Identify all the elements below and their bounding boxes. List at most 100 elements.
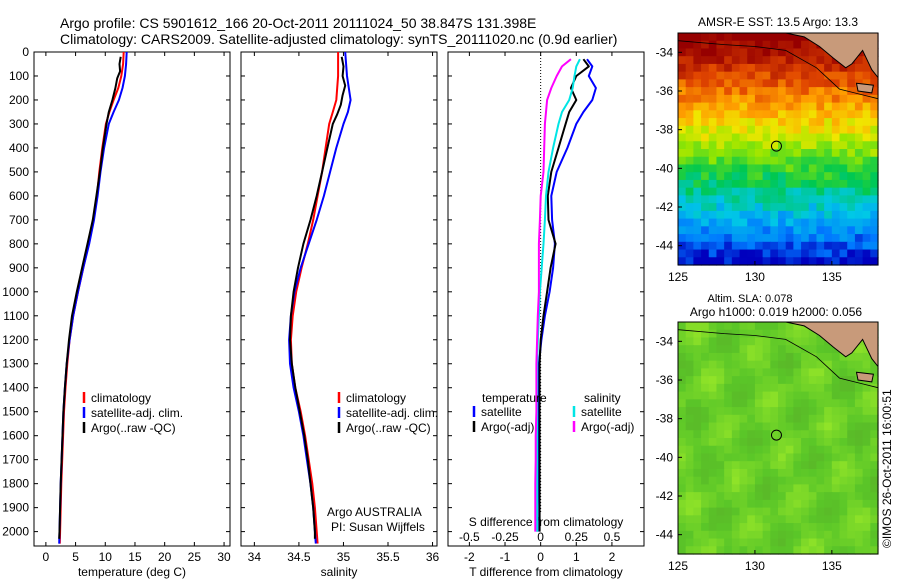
map-cell [693,407,702,416]
map-cell [801,149,810,158]
map-cell [693,445,702,455]
map-cell [870,94,879,104]
map-cell [801,172,810,181]
map-cell [839,461,848,470]
map-cell [724,538,733,547]
map-cell [762,391,771,400]
map-cell [701,329,710,339]
map-cell [862,110,871,119]
map-cell [854,492,864,501]
map-cell [685,484,694,493]
x-axis-label: salinity [321,565,358,579]
map-cell [778,33,787,42]
map-cell [831,461,841,470]
map-cell [724,414,733,424]
map-cell [854,71,864,80]
map-cell [747,210,756,220]
map-cell [778,234,787,243]
map-cell [701,102,710,111]
map-cell [801,164,810,173]
map-cell [678,399,687,408]
map-cell [778,329,787,339]
map-cell [754,156,764,166]
map-cell [693,71,702,80]
map-cell [785,530,794,540]
map-cell [793,241,802,251]
map-cell [762,257,771,266]
map-cell [708,399,718,408]
map-cell [731,33,741,42]
map-cell [693,172,702,181]
map-cell [854,484,864,493]
map-cell [870,507,879,516]
legend-label: climatology [346,391,406,405]
map-cell [701,546,710,555]
map-cell [839,179,848,189]
map-cell [824,414,833,424]
map-cell [739,87,748,96]
map-cell [716,430,725,439]
map-cell [801,492,810,501]
map-cell [824,63,833,73]
map-cell [862,203,871,212]
map-cell [731,164,741,173]
map-cell [747,203,756,212]
map-cell [847,226,856,235]
map-cell [685,499,694,509]
map-cell [816,56,825,65]
map-cell [724,492,733,501]
map-cell [685,110,694,119]
map-cell [716,141,725,150]
map-cell [801,48,810,57]
map-cell [839,530,848,540]
map-cell [785,391,794,400]
map-cell [770,438,779,447]
x-tick-label-secondary: -0.25 [491,530,519,544]
series-line-2 [58,56,122,539]
x-tick-label: 36 [426,550,440,564]
map-cell [785,164,794,173]
y-tick-label: -34 [656,334,674,348]
map-cell [808,179,818,189]
map-cell [716,523,725,532]
map-cell [831,249,841,258]
map-cell [793,40,802,50]
map-cell [693,33,702,42]
series-line-3 [534,58,572,532]
map-cell [824,118,833,127]
map-cell [708,33,718,42]
map-cell [831,141,841,150]
map-cell [778,391,787,400]
map-cell [724,360,733,369]
map-cell [747,87,756,96]
map-cell [754,56,764,65]
map-cell [739,203,748,212]
map-cell [708,515,718,524]
map-cell [731,546,741,555]
map-cell [739,453,748,462]
map-cell [824,453,833,462]
map-cell [754,337,764,346]
map-cell [701,125,710,135]
map-cell [693,337,702,346]
map-cell [747,337,756,346]
map-cell [854,538,864,547]
map-cell [754,203,764,212]
map-cell [693,226,702,235]
y-tick-label: 1800 [2,477,29,491]
map-cell [839,407,848,416]
map-cell [762,218,771,227]
map-cell [870,156,879,166]
map-cell [731,249,741,258]
map-cell [739,149,748,158]
map-cell [793,257,802,266]
map-cell [678,322,687,331]
map-cell [831,110,841,119]
map-cell [716,249,725,258]
map-cell [678,376,687,385]
map-cell [824,226,833,235]
x-tick-label: -2 [464,550,475,564]
map-cell [793,48,802,57]
map-cell [808,63,818,73]
map-cell [793,156,802,166]
